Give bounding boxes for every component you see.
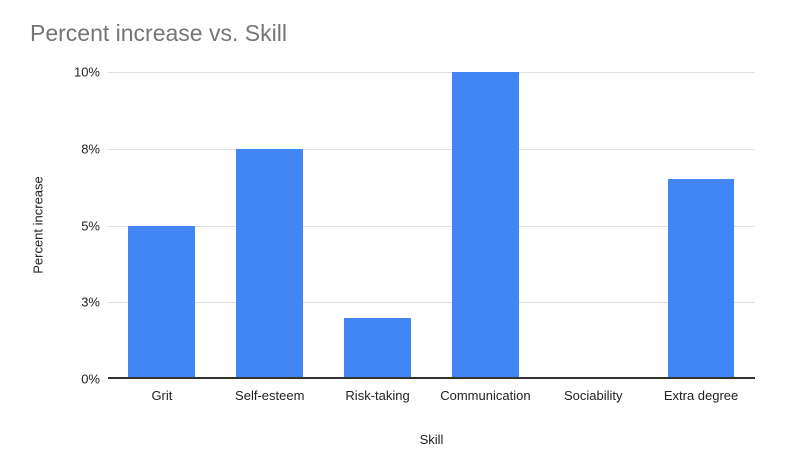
gridline xyxy=(108,225,755,227)
x-axis-title: Skill xyxy=(419,432,444,447)
y-tick-label: 0% xyxy=(81,371,100,387)
y-tick-label: 8% xyxy=(81,141,100,157)
bar-slot xyxy=(647,72,755,379)
bar-grit xyxy=(128,225,196,379)
x-tick-label: Extra degree xyxy=(663,388,739,403)
x-tick-label: Self-esteem xyxy=(235,388,305,403)
bar-risk-taking xyxy=(344,317,411,379)
x-tick-label: Communication xyxy=(440,388,531,403)
x-axis-line xyxy=(108,377,755,379)
x-tick-label: Sociability xyxy=(563,388,623,403)
bar-extra-degree xyxy=(667,179,735,379)
y-tick-label: 10% xyxy=(73,64,100,80)
y-tick-label: 5% xyxy=(81,218,100,233)
y-tick-label: 3% xyxy=(81,294,100,310)
bar-series xyxy=(108,72,755,379)
gridline xyxy=(108,302,755,304)
bar-self-esteem xyxy=(236,148,304,379)
bar-slot xyxy=(108,72,216,379)
plot-area xyxy=(108,72,755,379)
gridline xyxy=(108,72,755,73)
bar-communication xyxy=(451,72,519,379)
bar-slot xyxy=(324,72,432,379)
bar-slot xyxy=(431,72,539,379)
bar-slot xyxy=(216,72,324,379)
x-tick-label: Risk-taking xyxy=(345,388,410,403)
gridline xyxy=(108,148,755,150)
x-axis-tick-labels: Grit Self-esteem Risk-taking Communication S… xyxy=(108,388,755,403)
x-tick-label: Grit xyxy=(151,388,173,403)
chart-title: Percent increase vs. Skill xyxy=(30,20,287,46)
bar-slot xyxy=(539,72,647,379)
y-axis-tick-labels: 0% 3% 5% 8% 10% xyxy=(0,65,100,387)
